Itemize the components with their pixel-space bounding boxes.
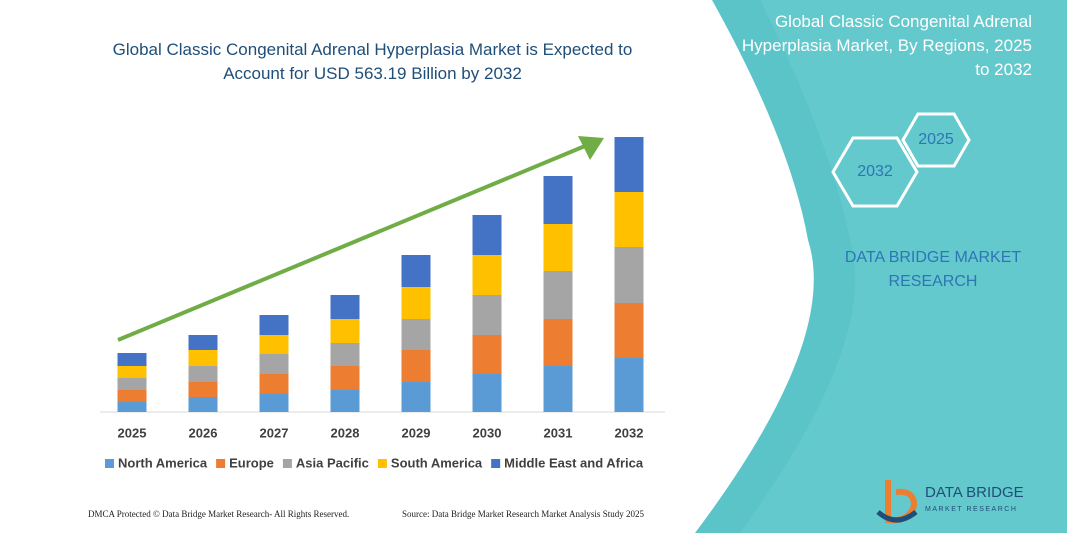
legend-label: South America xyxy=(391,455,483,470)
bar-segment xyxy=(330,343,360,366)
bar-segment xyxy=(614,303,644,358)
legend-label: Asia Pacific xyxy=(296,455,369,470)
bar-segment xyxy=(614,137,644,192)
bar-segment xyxy=(401,287,431,319)
bar-segment xyxy=(330,295,360,319)
legend-swatch xyxy=(105,459,114,468)
panel-title: Global Classic Congenital Adrenal Hyperp… xyxy=(741,12,1032,79)
x-tick-label: 2031 xyxy=(544,425,573,440)
bar-segment xyxy=(117,378,147,390)
legend-swatch xyxy=(216,459,226,468)
bar-segment xyxy=(543,176,573,224)
bar-segment xyxy=(117,402,147,412)
footer-right: Source: Data Bridge Market Research Mark… xyxy=(402,509,644,519)
bar-segment xyxy=(188,335,218,350)
x-tick-label: 2025 xyxy=(118,425,147,440)
legend-swatch xyxy=(491,459,501,468)
bar-segment xyxy=(259,394,289,412)
bar-segment xyxy=(472,255,502,295)
bar-segment xyxy=(188,382,218,397)
logo-name: DATA BRIDGE xyxy=(925,484,1024,501)
legend-swatch xyxy=(282,459,292,468)
bar-segment xyxy=(259,315,289,335)
bar-segment xyxy=(330,366,360,390)
trend-arrowhead xyxy=(578,136,604,160)
footer-left: DMCA Protected © Data Bridge Market Rese… xyxy=(88,509,350,519)
x-tick-label: 2030 xyxy=(473,425,502,440)
bar-segment xyxy=(472,374,502,412)
bar-segment xyxy=(259,374,289,394)
bar-segment xyxy=(614,358,644,412)
bar-segment xyxy=(401,319,431,350)
x-tick-label: 2032 xyxy=(615,425,644,440)
x-tick-label: 2029 xyxy=(402,425,431,440)
legend-label: North America xyxy=(118,455,208,470)
logo-sub: MARKET RESEARCH xyxy=(925,506,1017,513)
bar-segment xyxy=(259,354,289,374)
bar-segment xyxy=(472,335,502,374)
legend-swatch xyxy=(377,459,387,468)
x-tick-label: 2026 xyxy=(189,425,218,440)
x-tick-label: 2028 xyxy=(331,425,360,440)
bar-segment xyxy=(401,255,431,287)
bar-segment xyxy=(543,271,573,319)
hexagon xyxy=(901,112,971,168)
bar-segment xyxy=(117,366,147,378)
bar-segment xyxy=(330,390,360,412)
legend-label: Europe xyxy=(229,455,274,470)
bar-segment xyxy=(330,319,360,343)
bar-segment xyxy=(543,224,573,271)
bar-segment xyxy=(117,353,147,366)
chart-title: Global Classic Congenital Adrenal Hyperp… xyxy=(112,40,633,83)
hexagon xyxy=(831,136,919,208)
brand: DATA BRIDGE MARKET RESEARCH xyxy=(844,249,1022,290)
bar-segment xyxy=(472,215,502,255)
bar-segment xyxy=(614,247,644,303)
trend-arrow xyxy=(117,144,586,342)
bar-segment xyxy=(543,366,573,412)
logo-icon xyxy=(876,509,918,523)
bar-segment xyxy=(472,295,502,335)
legend-label: Middle East and Africa xyxy=(504,455,644,470)
bar-segment xyxy=(117,390,147,402)
bar-segment xyxy=(614,192,644,247)
bar-segment xyxy=(259,335,289,354)
bar-segment xyxy=(188,397,218,412)
bar-segment xyxy=(401,350,431,382)
x-tick-label: 2027 xyxy=(260,425,289,440)
bar-segment xyxy=(188,366,218,382)
side-panel-band xyxy=(740,0,1067,533)
bar-segment xyxy=(188,350,218,366)
hexagon-label: 2025 xyxy=(918,131,954,148)
bar-segment xyxy=(543,319,573,366)
hexagon-label: 2032 xyxy=(857,163,893,180)
bar-segment xyxy=(401,382,431,412)
